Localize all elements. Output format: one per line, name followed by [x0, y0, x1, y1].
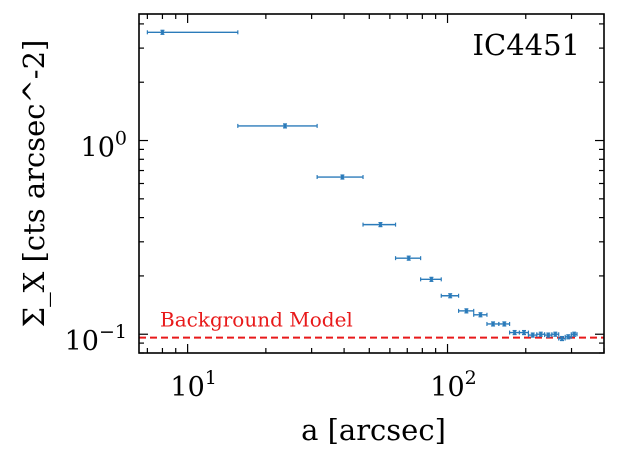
data-point [440, 293, 460, 299]
data-marker [522, 331, 526, 335]
data-layer [139, 29, 604, 342]
x-tick-label: 101 [170, 367, 216, 403]
data-marker [502, 322, 506, 326]
data-point [420, 276, 442, 282]
tick-label-base: 10 [430, 372, 464, 403]
data-marker [513, 331, 517, 335]
tick-label-base: 10 [81, 133, 115, 164]
data-marker [160, 30, 164, 34]
data-point [394, 255, 422, 261]
data-point [518, 329, 530, 336]
x-tick-label: 102 [430, 367, 476, 403]
tick-label-exponent: 0 [115, 128, 127, 150]
data-point [316, 174, 364, 180]
data-marker [566, 335, 570, 339]
data-marker [478, 313, 482, 317]
data-marker [283, 124, 287, 128]
chart-title: IC4451 [473, 28, 580, 62]
tick-label-exponent: 1 [205, 367, 217, 389]
x-axis-label: a [arcsec] [301, 413, 446, 447]
data-marker [407, 256, 411, 260]
tick-label-base: 10 [65, 326, 99, 357]
tick-label-exponent: 2 [465, 367, 477, 389]
data-point [498, 321, 511, 327]
y-tick-label: 100 [81, 128, 127, 164]
data-marker [491, 322, 495, 326]
tick-layer [139, 14, 605, 354]
data-marker [378, 223, 382, 227]
data-marker [560, 337, 564, 341]
data-point [362, 222, 397, 228]
data-marker [539, 332, 543, 336]
data-marker [340, 175, 344, 179]
data-point [237, 123, 318, 129]
data-marker [464, 309, 468, 313]
tick-label-base: 10 [170, 372, 204, 403]
data-marker [448, 294, 452, 298]
data-marker [572, 332, 576, 336]
data-point [570, 331, 578, 337]
data-marker [429, 277, 433, 281]
data-marker [553, 332, 557, 336]
data-point [551, 331, 560, 337]
data-point [473, 312, 488, 318]
y-axis-label: Σ_X [cts arcsec^-2] [17, 40, 52, 328]
data-point [146, 29, 239, 35]
data-point [457, 308, 475, 314]
background-model-label: Background Model [160, 308, 353, 332]
tick-label-exponent: −1 [99, 321, 127, 343]
data-point [527, 332, 538, 338]
y-tick-label: 10−1 [65, 321, 127, 357]
data-marker [531, 333, 535, 337]
data-marker [546, 333, 550, 337]
